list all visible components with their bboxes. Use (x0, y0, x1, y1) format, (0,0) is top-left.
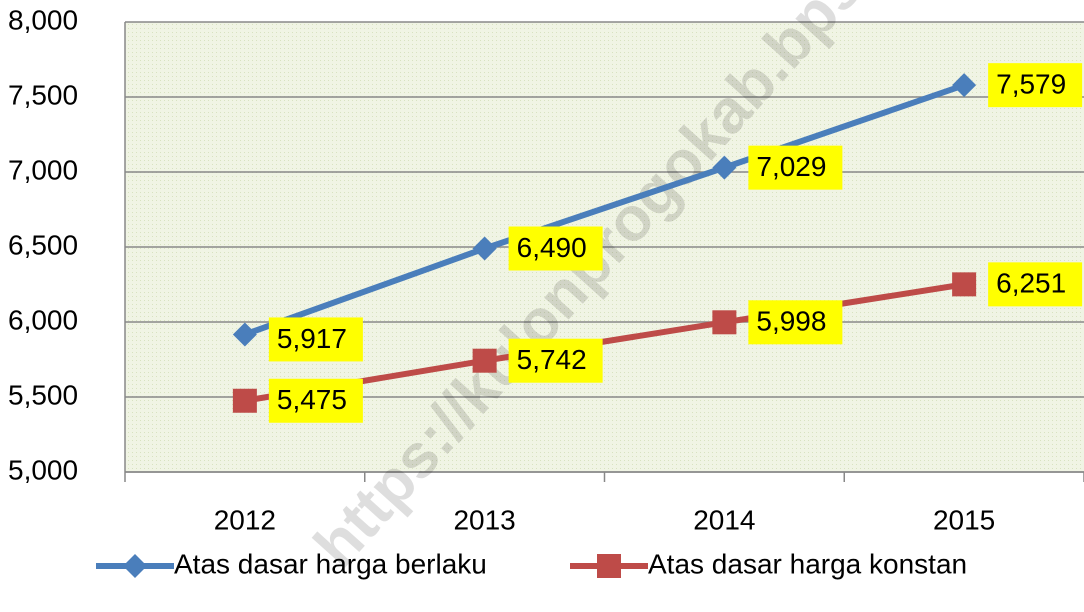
marker (232, 322, 257, 347)
data-label: 5,998 (756, 306, 826, 337)
x-tick-label: 2013 (453, 504, 515, 535)
legend-label: Atas dasar harga konstan (648, 548, 967, 579)
data-label: 5,917 (277, 323, 347, 354)
marker (952, 73, 977, 98)
marker (232, 388, 257, 413)
x-tick-label: 2014 (693, 504, 755, 535)
data-label: 5,475 (277, 384, 347, 415)
y-tick-label: 7,500 (8, 79, 78, 110)
y-tick-label: 6,000 (8, 304, 78, 335)
label-box (268, 317, 363, 362)
label-box (508, 338, 603, 383)
marker (712, 155, 737, 180)
series-line (244, 281, 965, 404)
label-box (988, 262, 1083, 307)
data-label: 7,579 (996, 69, 1066, 100)
marker (472, 236, 497, 261)
legend-label: Atas dasar harga berlaku (174, 548, 487, 579)
y-tick-label: 7,000 (8, 154, 78, 185)
label-box (268, 378, 363, 423)
label-box (748, 145, 843, 190)
marker (952, 272, 977, 297)
x-tick-label: 2015 (933, 504, 995, 535)
y-tick-label: 5,500 (8, 379, 78, 410)
marker (597, 554, 621, 578)
label-box (748, 300, 843, 345)
y-tick-label: 8,000 (8, 4, 78, 35)
series-line (243, 82, 966, 338)
data-label: 7,029 (756, 151, 826, 182)
marker (712, 310, 737, 335)
marker (472, 348, 497, 373)
data-label: 5,742 (517, 344, 587, 375)
data-label: 6,251 (996, 268, 1066, 299)
x-tick-label: 2012 (214, 504, 276, 535)
marker (123, 554, 147, 578)
y-tick-label: 5,000 (8, 454, 78, 485)
label-box (508, 226, 603, 271)
label-box (988, 63, 1083, 108)
data-label: 6,490 (517, 232, 587, 263)
y-tick-label: 6,500 (8, 229, 78, 260)
